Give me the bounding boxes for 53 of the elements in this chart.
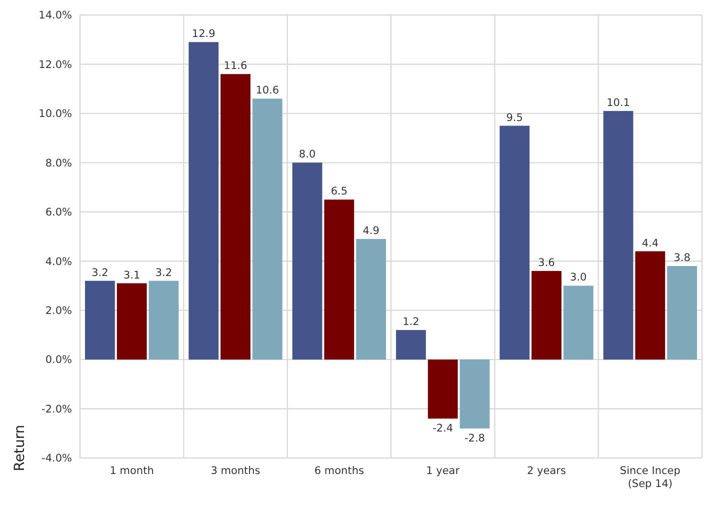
bar [188,42,219,360]
y-tick-label: 4.0% [45,256,72,268]
bar [532,270,562,360]
data-label: 9.5 [506,112,523,124]
bar [356,238,386,360]
data-label: 11.6 [224,60,248,72]
data-label: 1.2 [402,316,420,328]
bar [603,110,634,360]
data-label: 3.2 [92,266,108,279]
bar [116,283,147,360]
bar [292,162,322,360]
data-label: 3.6 [538,256,556,269]
x-tick-label: 1 year [426,465,460,477]
y-tick-label: 8.0% [45,157,72,170]
bar [428,360,458,419]
data-label: 12.9 [192,28,216,40]
data-label: -2.8 [464,432,485,444]
y-tick-label: 0.0% [45,354,72,366]
bar [85,280,115,360]
data-label: 3.8 [674,252,690,264]
x-tick-label: 2 years [527,465,566,477]
y-tick-label: 12.0% [38,58,72,71]
y-tick-label: 6.0% [45,206,72,219]
x-tick-label: Since Incep (Sep 14) [620,465,681,490]
y-tick-label: -2.0% [42,403,72,416]
data-label: 3.0 [570,272,587,284]
bar [500,126,530,360]
y-tick-label: -4.0% [42,452,72,465]
data-label: 6.5 [330,186,348,198]
bar [396,330,426,360]
data-label: -2.4 [432,422,454,435]
data-label: 4.9 [362,224,380,237]
data-label: 3.2 [155,266,172,279]
bar [667,266,697,360]
data-label: 10.6 [256,84,280,97]
y-tick-label: 10.0% [38,108,72,120]
x-tick-label: 1 month [110,465,154,477]
data-label: 8.0 [298,148,316,161]
data-label: 4.4 [642,237,659,250]
bar [563,286,594,360]
x-tick-label: 6 months [314,465,364,477]
y-tick-label: 14.0% [38,10,72,22]
y-axis-title: Return [12,424,28,472]
data-label: 10.1 [606,96,630,109]
x-tick-label: 3 months [210,465,260,477]
bar [148,280,179,360]
bar [635,251,666,360]
bar [460,360,490,428]
bar [252,98,282,360]
data-label: 3.1 [123,269,140,282]
bar [324,200,354,360]
y-tick-label: 2.0% [45,305,72,318]
bar [220,74,250,360]
